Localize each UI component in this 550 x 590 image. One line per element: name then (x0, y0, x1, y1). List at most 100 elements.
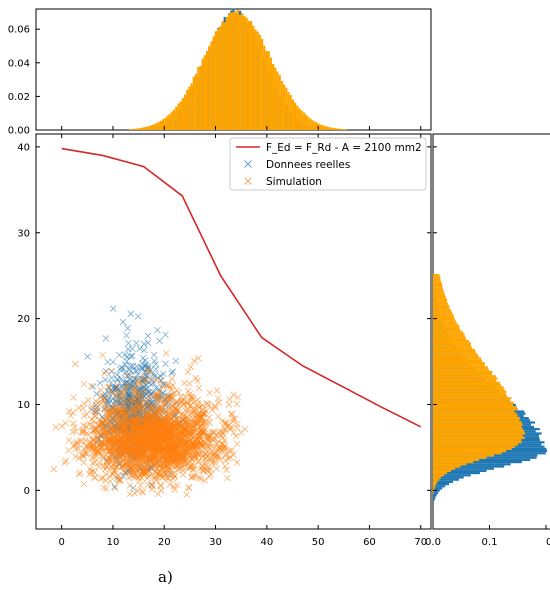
scatter-point (165, 435, 173, 443)
scatter-point (160, 425, 168, 433)
scatter-point (173, 400, 181, 407)
legend-x-marker-blue (244, 160, 252, 168)
scatter-point (69, 428, 77, 436)
hist-bar (296, 105, 299, 130)
hist-bar-horizontal (433, 357, 482, 360)
scatter-point (120, 426, 128, 434)
hist-bar-horizontal (433, 309, 452, 312)
scatter-point (110, 425, 118, 433)
hist-bar (166, 115, 169, 130)
scatter-point (164, 474, 172, 481)
scatter-point (151, 452, 159, 459)
hist-bar (133, 128, 136, 130)
scatter-point (127, 402, 134, 410)
scatter-point (86, 471, 94, 478)
scatter-point (86, 421, 93, 428)
hist-bar (210, 41, 213, 130)
x-tick-label: 20 (158, 537, 171, 548)
hist-bar-horizontal (433, 302, 448, 305)
hist-bar (221, 21, 224, 130)
scatter-point (133, 401, 140, 409)
hist-bar-horizontal (433, 274, 440, 277)
scatter-point (96, 425, 104, 433)
scatter-point (153, 465, 161, 473)
hist-bar-horizontal (433, 408, 518, 411)
hist-bar (137, 128, 140, 130)
scatter-point (152, 392, 160, 399)
scatter-point (166, 415, 174, 423)
scatter-point (227, 424, 235, 431)
hist-bar-horizontal (433, 313, 454, 316)
scatter-point (185, 387, 192, 395)
scatter-point (192, 374, 199, 382)
scatter-point (230, 391, 237, 398)
scatter-point (116, 454, 123, 461)
hist-bar (151, 125, 154, 130)
scatter-point (111, 483, 118, 491)
hist-bar (157, 121, 160, 130)
hist-bar (195, 73, 198, 130)
right-x-tick-label: 0.1 (482, 537, 498, 548)
scatter-point (80, 480, 88, 488)
scatter-point (91, 459, 99, 466)
hist-bar-horizontal (433, 399, 510, 402)
scatter-point (134, 371, 141, 378)
legend-x-marker-orange (244, 177, 252, 185)
hist-bar-horizontal (433, 300, 447, 303)
scatter-point (107, 408, 115, 415)
hist-bar (309, 118, 312, 130)
scatter-point (144, 422, 152, 430)
hist-bar (243, 15, 246, 130)
scatter-point (169, 394, 177, 402)
scatter-point (89, 459, 97, 467)
scatter-point (161, 421, 169, 429)
scatter-point (137, 399, 145, 406)
hist-bar (263, 45, 266, 130)
scatter-point (233, 400, 241, 408)
hist-bar-horizontal (433, 388, 505, 391)
scatter-point (171, 428, 179, 435)
scatter-point (150, 418, 158, 426)
scatter-point (110, 401, 118, 409)
scatter-point (170, 448, 178, 455)
hist-bar (177, 103, 180, 130)
hist-bar-horizontal (433, 483, 437, 486)
scatter-point (99, 351, 106, 359)
scatter-point (65, 437, 73, 444)
scatter-point (162, 360, 169, 368)
scatter-point (120, 365, 127, 372)
scatter-point (139, 354, 147, 362)
scatter-point (188, 431, 195, 439)
scatter-point (101, 369, 108, 377)
scatter-point (201, 477, 208, 484)
scatter-point (126, 433, 133, 441)
top-histogram-bars (129, 8, 347, 131)
hist-bar (344, 129, 347, 130)
scatter-point (198, 441, 205, 449)
legend-label-donnees: Donnees reelles (266, 159, 350, 171)
scatter-point (143, 430, 150, 437)
scatter-point (176, 429, 183, 437)
hist-bar-horizontal (433, 491, 439, 494)
hist-bar (228, 13, 231, 130)
hist-bar-horizontal (433, 384, 501, 387)
scatter-point (139, 450, 147, 458)
scatter-point (115, 476, 123, 484)
hist-bar-horizontal (433, 461, 474, 464)
scatter-point (81, 412, 88, 420)
hist-bar-horizontal (433, 386, 504, 389)
scatter-point (177, 420, 185, 428)
scatter-point (69, 420, 77, 427)
hist-bar-horizontal (433, 315, 455, 318)
scatter-point (209, 435, 217, 443)
scatter-point (158, 471, 165, 479)
hist-bar (199, 65, 202, 130)
scatter-point (137, 413, 144, 420)
hist-bar-horizontal (433, 498, 435, 501)
scatter-point (163, 413, 171, 421)
x-tick-label: 60 (363, 537, 376, 548)
scatter-point (197, 436, 204, 443)
scatter-point (142, 443, 150, 450)
scatter-point (179, 467, 187, 475)
scatter-point (200, 429, 207, 436)
